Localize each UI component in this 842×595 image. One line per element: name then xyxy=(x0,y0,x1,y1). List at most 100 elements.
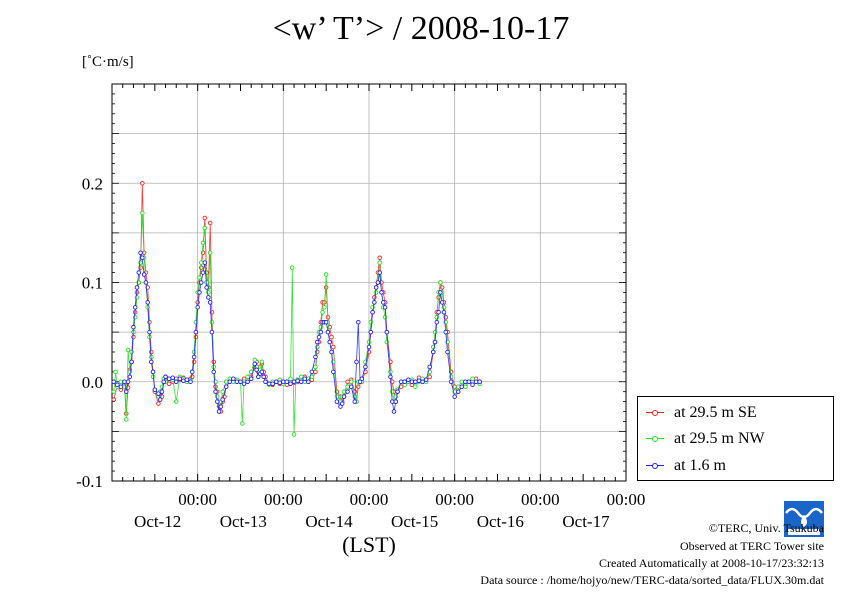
series-point-2 xyxy=(463,379,468,385)
series-point-2 xyxy=(352,399,357,404)
series-point-2 xyxy=(323,319,329,325)
series-point-1 xyxy=(288,376,293,382)
series-point-2 xyxy=(200,270,206,275)
series-point-2 xyxy=(136,270,142,275)
series-point-2 xyxy=(234,379,240,385)
x-tick-time-label: 00:00 xyxy=(178,490,217,509)
series-point-2 xyxy=(393,399,399,404)
series-point-2 xyxy=(281,379,286,385)
series-point-2 xyxy=(368,329,374,335)
series-point-2 xyxy=(427,364,432,370)
series-point-2 xyxy=(366,344,372,350)
series-point-2 xyxy=(314,339,320,345)
series-point-1 xyxy=(111,389,117,394)
series-point-2 xyxy=(263,379,268,385)
series-point-2 xyxy=(372,300,377,305)
series-point-2 xyxy=(177,376,183,382)
series-point-1 xyxy=(173,399,179,404)
legend-marker-se xyxy=(646,407,670,419)
series-point-2 xyxy=(206,295,211,300)
series-point-2 xyxy=(261,374,266,380)
series-point-1 xyxy=(389,389,395,394)
series-point-2 xyxy=(395,389,400,394)
series-point-2 xyxy=(231,376,236,382)
series-point-2 xyxy=(291,379,297,385)
series-point-2 xyxy=(202,260,208,265)
footer-copyright: ©TERC, Univ. Tsukuba xyxy=(708,521,824,535)
series-point-2 xyxy=(341,394,347,399)
series-point-2 xyxy=(143,280,149,285)
series-point-2 xyxy=(438,290,443,295)
series-point-2 xyxy=(124,389,129,394)
series-point-1 xyxy=(455,384,461,389)
series-point-2 xyxy=(416,378,422,384)
series-point-2 xyxy=(145,300,150,305)
x-tick-time-label: 00:00 xyxy=(350,490,389,509)
series-point-2 xyxy=(288,381,293,386)
series-point-1 xyxy=(118,379,124,385)
series-point-1 xyxy=(384,339,390,345)
series-point-2 xyxy=(316,334,322,340)
series-point-2 xyxy=(375,280,381,285)
series-line-1 xyxy=(113,212,480,435)
series-point-2 xyxy=(259,369,265,375)
series-point-0 xyxy=(156,401,161,406)
series-point-2 xyxy=(147,329,152,335)
series-point-2 xyxy=(254,367,259,373)
series-point-2 xyxy=(443,329,448,335)
series-point-0 xyxy=(331,344,336,350)
series-point-2 xyxy=(211,369,216,375)
series-point-2 xyxy=(356,319,361,325)
series-point-0 xyxy=(166,381,172,386)
legend-label-nw: at 29.5 m NW xyxy=(674,430,765,447)
series-point-2 xyxy=(207,300,213,305)
series-point-0 xyxy=(202,215,208,221)
series-point-2 xyxy=(277,380,283,385)
series-point-1 xyxy=(348,379,354,385)
series-point-2 xyxy=(122,379,127,385)
series-point-2 xyxy=(388,374,393,380)
series-point-0 xyxy=(345,379,350,385)
series-point-2 xyxy=(115,382,120,387)
series-point-1 xyxy=(223,379,229,385)
series-point-1 xyxy=(448,374,454,380)
series-point-1 xyxy=(220,389,225,394)
series-point-2 xyxy=(445,349,450,355)
series-point-2 xyxy=(434,319,440,325)
series-point-0 xyxy=(195,300,200,305)
series-point-1 xyxy=(334,394,340,399)
series-point-2 xyxy=(197,290,202,295)
series-point-1 xyxy=(209,319,215,325)
series-point-2 xyxy=(325,329,331,335)
legend-item-nw: at 29.5 m NW xyxy=(646,428,765,450)
series-point-1 xyxy=(470,376,475,382)
series-point-2 xyxy=(157,397,163,402)
legend-marker-nw xyxy=(646,433,670,445)
series-point-1 xyxy=(463,384,468,389)
series-point-1 xyxy=(200,240,206,246)
series-point-2 xyxy=(141,272,147,277)
x-tick-date-label: Oct-15 xyxy=(391,512,438,531)
series-point-2 xyxy=(373,285,379,290)
series-point-1 xyxy=(438,280,443,285)
series-point-1 xyxy=(298,374,304,380)
series-point-2 xyxy=(170,375,175,381)
series-point-2 xyxy=(184,377,190,383)
series-point-2 xyxy=(159,389,165,394)
series-point-2 xyxy=(398,379,404,385)
series-point-2 xyxy=(420,379,425,385)
series-point-1 xyxy=(129,349,134,355)
x-tick-date-label: Oct-17 xyxy=(562,512,610,531)
series-point-0 xyxy=(323,285,329,290)
series-point-2 xyxy=(129,359,134,365)
series-point-1 xyxy=(259,359,265,365)
series-point-1 xyxy=(413,384,418,389)
series-point-1 xyxy=(459,379,465,385)
series-point-1 xyxy=(373,290,379,295)
series-point-2 xyxy=(220,397,225,402)
series-point-2 xyxy=(329,349,334,355)
legend-marker-low xyxy=(646,460,670,472)
series-point-2 xyxy=(111,379,117,385)
series-point-2 xyxy=(161,379,167,385)
